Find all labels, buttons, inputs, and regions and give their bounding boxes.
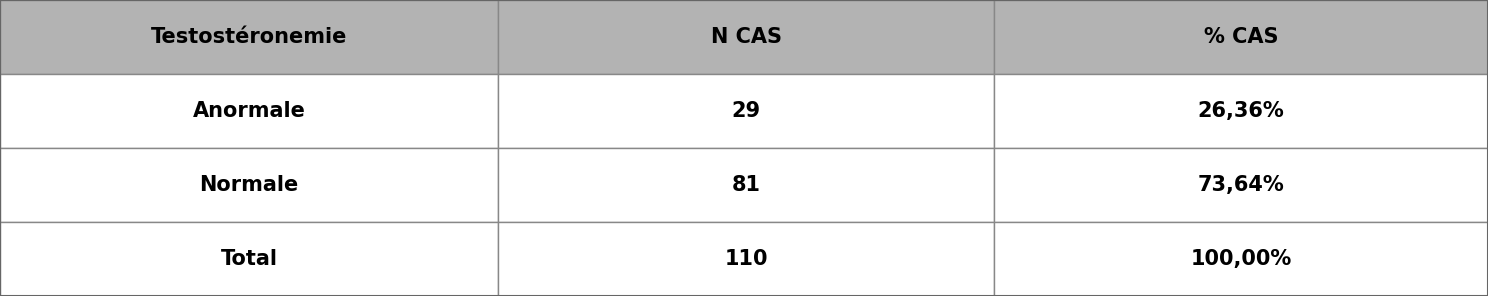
- Bar: [0, 74, 498, 148]
- Text: N CAS: N CAS: [711, 27, 781, 47]
- Bar: [498, 0, 994, 74]
- Bar: [994, 148, 1488, 222]
- Text: Normale: Normale: [199, 175, 299, 195]
- Text: 73,64%: 73,64%: [1198, 175, 1284, 195]
- Bar: [0, 222, 498, 296]
- Bar: [994, 222, 1488, 296]
- Text: 81: 81: [732, 175, 760, 195]
- Bar: [498, 222, 994, 296]
- Bar: [498, 148, 994, 222]
- Text: Total: Total: [220, 249, 278, 269]
- Text: % CAS: % CAS: [1204, 27, 1278, 47]
- Text: Anormale: Anormale: [193, 101, 305, 121]
- Text: 100,00%: 100,00%: [1190, 249, 1292, 269]
- Text: 29: 29: [732, 101, 760, 121]
- Bar: [498, 74, 994, 148]
- Text: 26,36%: 26,36%: [1198, 101, 1284, 121]
- Text: 110: 110: [725, 249, 768, 269]
- Bar: [994, 0, 1488, 74]
- Bar: [0, 148, 498, 222]
- Text: Testostéronemie: Testostéronemie: [152, 27, 347, 47]
- Bar: [994, 74, 1488, 148]
- Bar: [0, 0, 498, 74]
